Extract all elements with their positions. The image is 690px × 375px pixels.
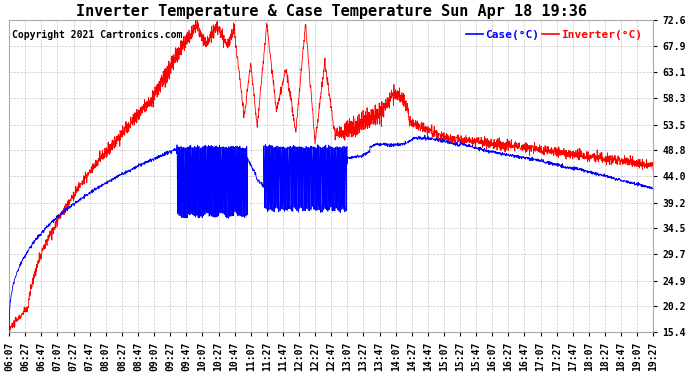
Legend: Case(°C), Inverter(°C): Case(°C), Inverter(°C): [462, 26, 647, 45]
Title: Inverter Temperature & Case Temperature Sun Apr 18 19:36: Inverter Temperature & Case Temperature …: [76, 4, 586, 19]
Text: Copyright 2021 Cartronics.com: Copyright 2021 Cartronics.com: [12, 30, 183, 40]
